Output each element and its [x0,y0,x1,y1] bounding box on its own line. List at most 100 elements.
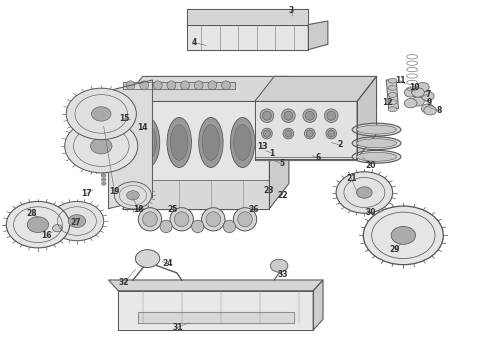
Polygon shape [255,76,376,102]
Ellipse shape [230,117,255,167]
Circle shape [101,134,106,138]
Text: 22: 22 [278,190,288,199]
Polygon shape [109,280,323,291]
Polygon shape [255,157,357,160]
Ellipse shape [223,220,236,233]
Circle shape [135,249,160,267]
Ellipse shape [324,109,338,122]
Text: 7: 7 [425,90,430,99]
Circle shape [126,191,139,200]
Polygon shape [118,291,313,330]
Polygon shape [123,76,289,102]
Circle shape [92,107,111,121]
Ellipse shape [199,117,223,167]
Circle shape [101,154,106,157]
Polygon shape [138,312,294,323]
Ellipse shape [170,208,194,231]
Text: 16: 16 [41,231,51,240]
Text: 12: 12 [382,98,392,107]
Circle shape [115,182,151,209]
Ellipse shape [283,128,294,139]
Polygon shape [255,102,357,158]
Circle shape [412,88,424,97]
Text: 15: 15 [119,114,129,123]
Text: 14: 14 [137,123,148,132]
Circle shape [416,82,429,92]
Text: 28: 28 [26,210,37,219]
Ellipse shape [262,128,272,139]
Polygon shape [123,102,270,208]
Ellipse shape [195,81,203,90]
Circle shape [27,217,49,233]
Circle shape [421,104,434,113]
Circle shape [65,119,138,173]
Text: 30: 30 [366,208,376,217]
Polygon shape [308,21,328,50]
Ellipse shape [352,137,401,150]
Ellipse shape [282,109,295,122]
Circle shape [412,97,424,106]
Text: 32: 32 [119,278,129,287]
Circle shape [101,138,106,141]
Ellipse shape [153,81,162,90]
Circle shape [101,130,106,134]
Circle shape [101,158,106,161]
Circle shape [101,118,106,121]
Circle shape [421,91,434,101]
Text: 1: 1 [269,149,274,158]
Polygon shape [357,76,376,158]
Text: 24: 24 [163,260,173,269]
Text: 26: 26 [248,205,259,214]
Circle shape [6,202,70,248]
Ellipse shape [306,130,313,137]
Ellipse shape [192,220,204,233]
Circle shape [101,150,106,153]
Circle shape [50,202,104,241]
Circle shape [101,170,106,174]
Ellipse shape [171,125,188,160]
Text: 25: 25 [168,205,178,214]
Circle shape [391,226,416,244]
Ellipse shape [388,85,397,90]
Ellipse shape [234,125,251,160]
Polygon shape [123,180,270,208]
Ellipse shape [388,107,397,112]
Text: 23: 23 [263,185,273,194]
Text: 9: 9 [426,98,432,107]
Polygon shape [270,76,289,208]
Ellipse shape [208,81,217,90]
Circle shape [101,146,106,149]
Ellipse shape [160,220,172,233]
Circle shape [52,225,62,232]
Circle shape [68,215,86,228]
Circle shape [364,206,443,265]
Polygon shape [187,9,308,24]
Ellipse shape [126,81,135,90]
Ellipse shape [304,128,315,139]
Ellipse shape [328,130,335,137]
Ellipse shape [143,212,157,227]
Ellipse shape [238,212,252,227]
Text: 8: 8 [436,106,441,115]
Ellipse shape [285,130,292,137]
Text: 27: 27 [70,218,81,227]
Ellipse shape [284,111,293,120]
Text: 4: 4 [191,38,196,47]
Polygon shape [123,82,235,89]
Circle shape [101,126,106,130]
Ellipse shape [202,125,220,160]
Text: 10: 10 [409,83,420,92]
Ellipse shape [140,81,148,90]
Ellipse shape [181,81,190,90]
Circle shape [101,174,106,177]
Polygon shape [109,80,152,208]
Text: 29: 29 [390,245,400,254]
Text: 21: 21 [346,174,356,183]
Ellipse shape [174,212,189,227]
Ellipse shape [167,81,176,90]
Polygon shape [313,280,323,330]
Ellipse shape [357,125,396,134]
Ellipse shape [305,111,314,120]
Circle shape [101,142,106,145]
Ellipse shape [388,100,397,105]
